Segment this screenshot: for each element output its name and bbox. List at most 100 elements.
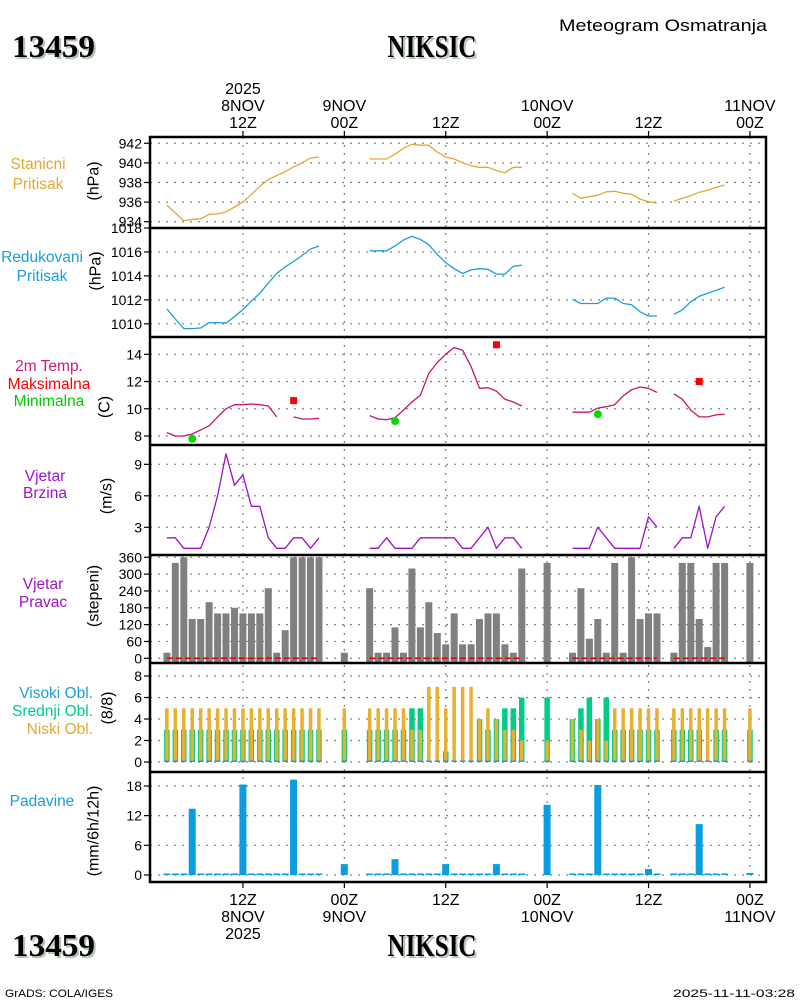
cloud-high-bar [485, 760, 491, 762]
wind-direction-bar [205, 602, 213, 663]
precipitation-trace-mark [366, 873, 374, 875]
cloud-low-bar [587, 740, 592, 762]
precipitation-trace-mark [509, 873, 517, 875]
cloud-low-bar [444, 708, 448, 762]
precipitation-trace-mark [645, 873, 652, 875]
wind-direction-bar [678, 562, 686, 663]
station-pressure-line [673, 184, 725, 202]
precipitation-bar [543, 804, 551, 875]
y-axis-unit-label: (m/s) [99, 478, 116, 514]
cloud-low-bar [207, 708, 211, 762]
temperature-2m-line [572, 386, 658, 413]
cloud-low-bar [317, 708, 321, 762]
y-tick-label: 0 [134, 867, 142, 883]
y-tick-label: 1018 [111, 220, 142, 236]
reduced-pressure-line [673, 286, 725, 315]
top-time-label: 00Z [736, 115, 764, 132]
cloud-high-bar [586, 760, 593, 762]
cloud-low-bar [494, 719, 499, 762]
top-time-label: 2025 [225, 81, 261, 98]
precipitation-trace-mark [695, 873, 703, 875]
wind-direction-bar [307, 557, 314, 663]
wind-speed-line [166, 453, 320, 549]
cloud-high-bar [443, 760, 449, 762]
precipitation-bar [645, 869, 652, 875]
temperature-panel [166, 341, 725, 443]
bottom-time-label: 12Z [635, 892, 663, 909]
y-tick-label: 934 [119, 214, 143, 230]
cloud-low-bar [486, 708, 490, 762]
cloud-low-bar [283, 708, 287, 762]
station-pressure-line [572, 190, 658, 204]
cloud-high-bar [451, 760, 457, 762]
wind-direction-bar [298, 557, 306, 663]
precipitation-trace-mark [383, 873, 391, 875]
cloud-high-bar [569, 760, 576, 762]
wind-direction-bar [247, 613, 255, 663]
cloud-low-bar [604, 740, 608, 762]
wind-speed-line [572, 516, 658, 549]
wind-direction-bar [433, 633, 441, 663]
precipitation-trace-mark [416, 873, 424, 875]
cloud-high-bar [375, 760, 381, 762]
precipitation-trace-mark [459, 873, 467, 875]
panel-label: Pritisak [17, 268, 68, 285]
precipitation-trace-mark [585, 873, 593, 875]
cloud-low-bar [215, 708, 220, 762]
precipitation-trace-mark [670, 873, 678, 875]
cloud-low-bar [511, 729, 516, 762]
panel-label: Vjetar [25, 468, 66, 485]
cloud-high-bar [434, 760, 440, 762]
y-axis-unit-label: (hPa) [86, 161, 103, 200]
cloud-high-bar [612, 760, 618, 762]
y-tick-label: 10 [126, 401, 142, 417]
bottom-time-label: 8NOV [221, 909, 265, 926]
precipitation-bar [695, 824, 703, 875]
y-tick-label: 8 [134, 428, 142, 444]
cloud-low-bar [258, 708, 262, 762]
min-temp-marker [391, 417, 400, 426]
cloud-low-bar [266, 708, 270, 762]
y-tick-label: 6 [134, 837, 142, 853]
cloud-low-bar [570, 719, 575, 762]
cloud-low-bar [410, 729, 414, 762]
precipitation-trace-mark [678, 873, 686, 875]
precipitation-trace-mark [281, 873, 289, 875]
top-time-label: 00Z [533, 115, 561, 132]
wind-direction-bar [543, 562, 551, 663]
wind-direction-bar [611, 562, 619, 663]
top-time-label: 10NOV [521, 98, 574, 115]
y-tick-label: 240 [119, 583, 143, 599]
y-tick-label: 180 [119, 600, 143, 616]
wind-speed-panel [166, 453, 726, 549]
cloud-low-bar [579, 729, 583, 762]
wind-direction-bar [602, 652, 610, 663]
precipitation-trace-mark [433, 873, 441, 875]
top-time-label: 9NOV [323, 98, 367, 115]
cloud-middle-bar [603, 697, 609, 762]
panel-label: Pravac [19, 594, 67, 611]
max-temp-marker [492, 341, 500, 349]
cloud-high-bar [172, 760, 179, 762]
cloud-low-bar [452, 686, 456, 762]
y-tick-label: 6 [134, 488, 142, 504]
panel-label: Padavine [10, 793, 75, 810]
cloud-high-bar [231, 760, 238, 762]
wind-direction-bar [653, 613, 661, 663]
precipitation-trace-mark [197, 873, 205, 875]
cloud-high-bar [679, 760, 686, 762]
y-tick-label: 2 [134, 733, 142, 749]
cloud-low-bar [308, 708, 313, 762]
precipitation-trace-mark [400, 873, 407, 875]
y-tick-label: 940 [119, 155, 143, 171]
panel-label: Brzina [23, 485, 67, 502]
wind-direction-bar [197, 619, 205, 663]
software-credit: GrADS: COLA/IGES [5, 988, 113, 1000]
cloud-high-bar [603, 760, 609, 762]
cloud-low-bar [224, 708, 228, 762]
cloud-high-bar [468, 760, 474, 762]
cloud-high-bar [409, 760, 415, 762]
wind-direction-bar [416, 627, 424, 663]
